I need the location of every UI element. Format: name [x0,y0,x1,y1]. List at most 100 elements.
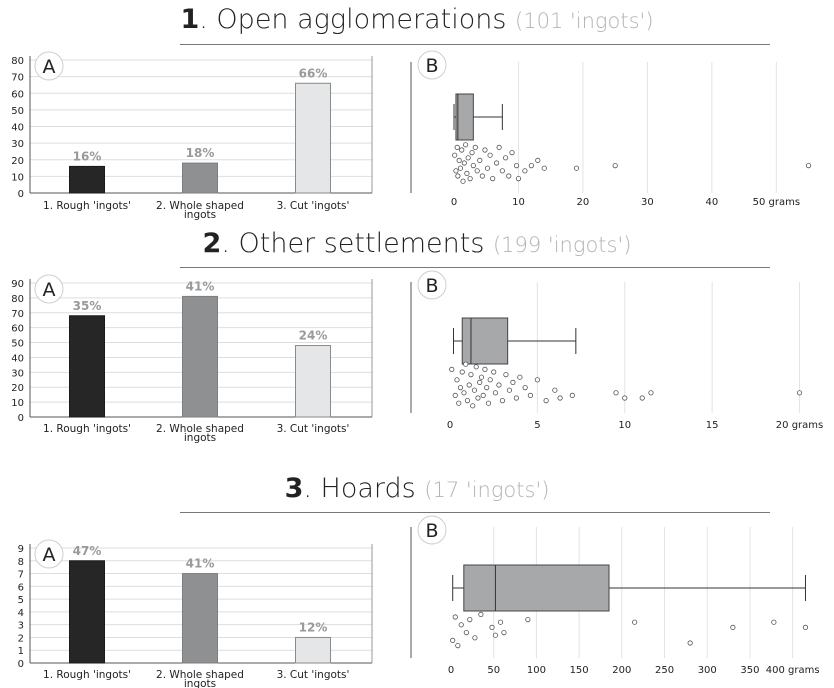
box-plot-other-settlements: 0 5 10 15 20 grams B [410,270,823,431]
y-tick-label: 40 [11,353,24,364]
data-point [458,622,464,628]
bar-value-label: 18% [186,146,215,160]
data-point [480,392,486,399]
data-point [474,168,480,174]
bar [69,165,105,194]
panel-badge [417,270,447,300]
data-point [455,643,461,649]
panel-label: A [43,544,56,566]
y-tick-label: 6 [18,582,24,593]
data-point [802,624,809,631]
data-point [492,390,499,396]
data-point [485,400,492,406]
data-point [457,385,464,391]
data-point [535,157,541,164]
data-point [490,176,496,182]
category-label: 3. Cut 'ingots' [277,423,350,435]
y-tick-label: 4 [18,608,24,619]
bar-value-label: 12% [299,620,328,634]
data-point [453,168,459,174]
bar [69,315,105,418]
data-point [465,155,471,161]
x-tick-label: 250 [655,665,674,676]
category-label: 3. Cut 'ingots' [277,200,350,212]
data-point [499,168,505,174]
y-tick-label: 50 [11,339,24,350]
data-point [528,163,534,169]
y-tick-label: 40 [11,123,24,134]
bar-value-label: 35% [73,299,102,313]
data-point [489,624,495,631]
data-point [477,379,483,386]
data-point [613,390,619,396]
category-label-line2: ingots [184,678,216,688]
section-1-title: 1. Open agglomerations (101 'ingots') [0,4,834,35]
category-label-line2: ingots [184,209,216,221]
data-point [506,387,513,393]
data-point [622,395,628,401]
x-tick-label: 30 [641,197,654,208]
data-point [487,377,493,383]
bar-value-label: 47% [73,544,102,558]
data-point [503,372,509,378]
section-1-number: 1 [180,4,200,35]
y-tick-label: 8 [18,557,24,568]
y-tick-label: 30 [11,368,24,379]
y-tick-label: 1 [18,646,24,657]
data-point [467,176,473,182]
x-tick-label: 200 [612,665,631,676]
y-tick-label: 90 [11,279,24,290]
data-point [457,165,464,171]
data-point [522,168,528,174]
x-tick-label: 100 [527,665,546,676]
box [455,93,474,141]
y-tick-label: 3 [18,621,24,632]
data-point [463,142,469,148]
data-point [473,364,479,370]
category-label: 1. Rough 'ingots' [43,200,131,212]
data-point [484,385,490,391]
data-point [487,152,493,158]
data-point [499,398,506,404]
x-tick-label: 10 [512,197,525,208]
data-point [482,366,488,373]
data-point [482,147,488,153]
bar [295,82,331,194]
data-point [543,398,549,404]
y-tick-label: 20 [11,156,24,167]
y-tick-label: 2 [18,633,24,644]
data-point [456,400,462,406]
data-point [461,160,467,166]
x-tick-label: 15 [706,420,719,431]
data-point [632,619,638,625]
data-point [461,390,467,396]
category-label: 3. Cut 'ingots' [277,669,350,681]
panel-label: B [425,520,438,542]
data-point [534,377,540,383]
data-point [452,152,458,158]
data-point [454,144,460,151]
y-tick-label: 70 [11,73,24,84]
data-point [522,385,528,391]
data-point [501,630,507,636]
x-tick-label: 10 [618,420,631,431]
data-point [450,637,456,644]
data-point [493,160,500,166]
data-point [506,173,512,179]
data-point [484,165,491,171]
data-point [612,163,618,169]
x-tick-label: 20 grams [776,420,823,431]
category-label: 1. Rough 'ingots' [43,669,131,681]
data-point [471,387,478,393]
bar [182,295,218,418]
data-point [449,366,455,373]
y-tick-label: 10 [11,398,24,409]
data-point [452,392,458,399]
data-point [573,165,580,171]
section-3-subtitle: (17 'ingots') [424,478,550,502]
y-tick-label: 10 [11,172,24,183]
y-tick-label: 7 [18,570,24,581]
bar [295,345,331,418]
bar [182,573,218,664]
